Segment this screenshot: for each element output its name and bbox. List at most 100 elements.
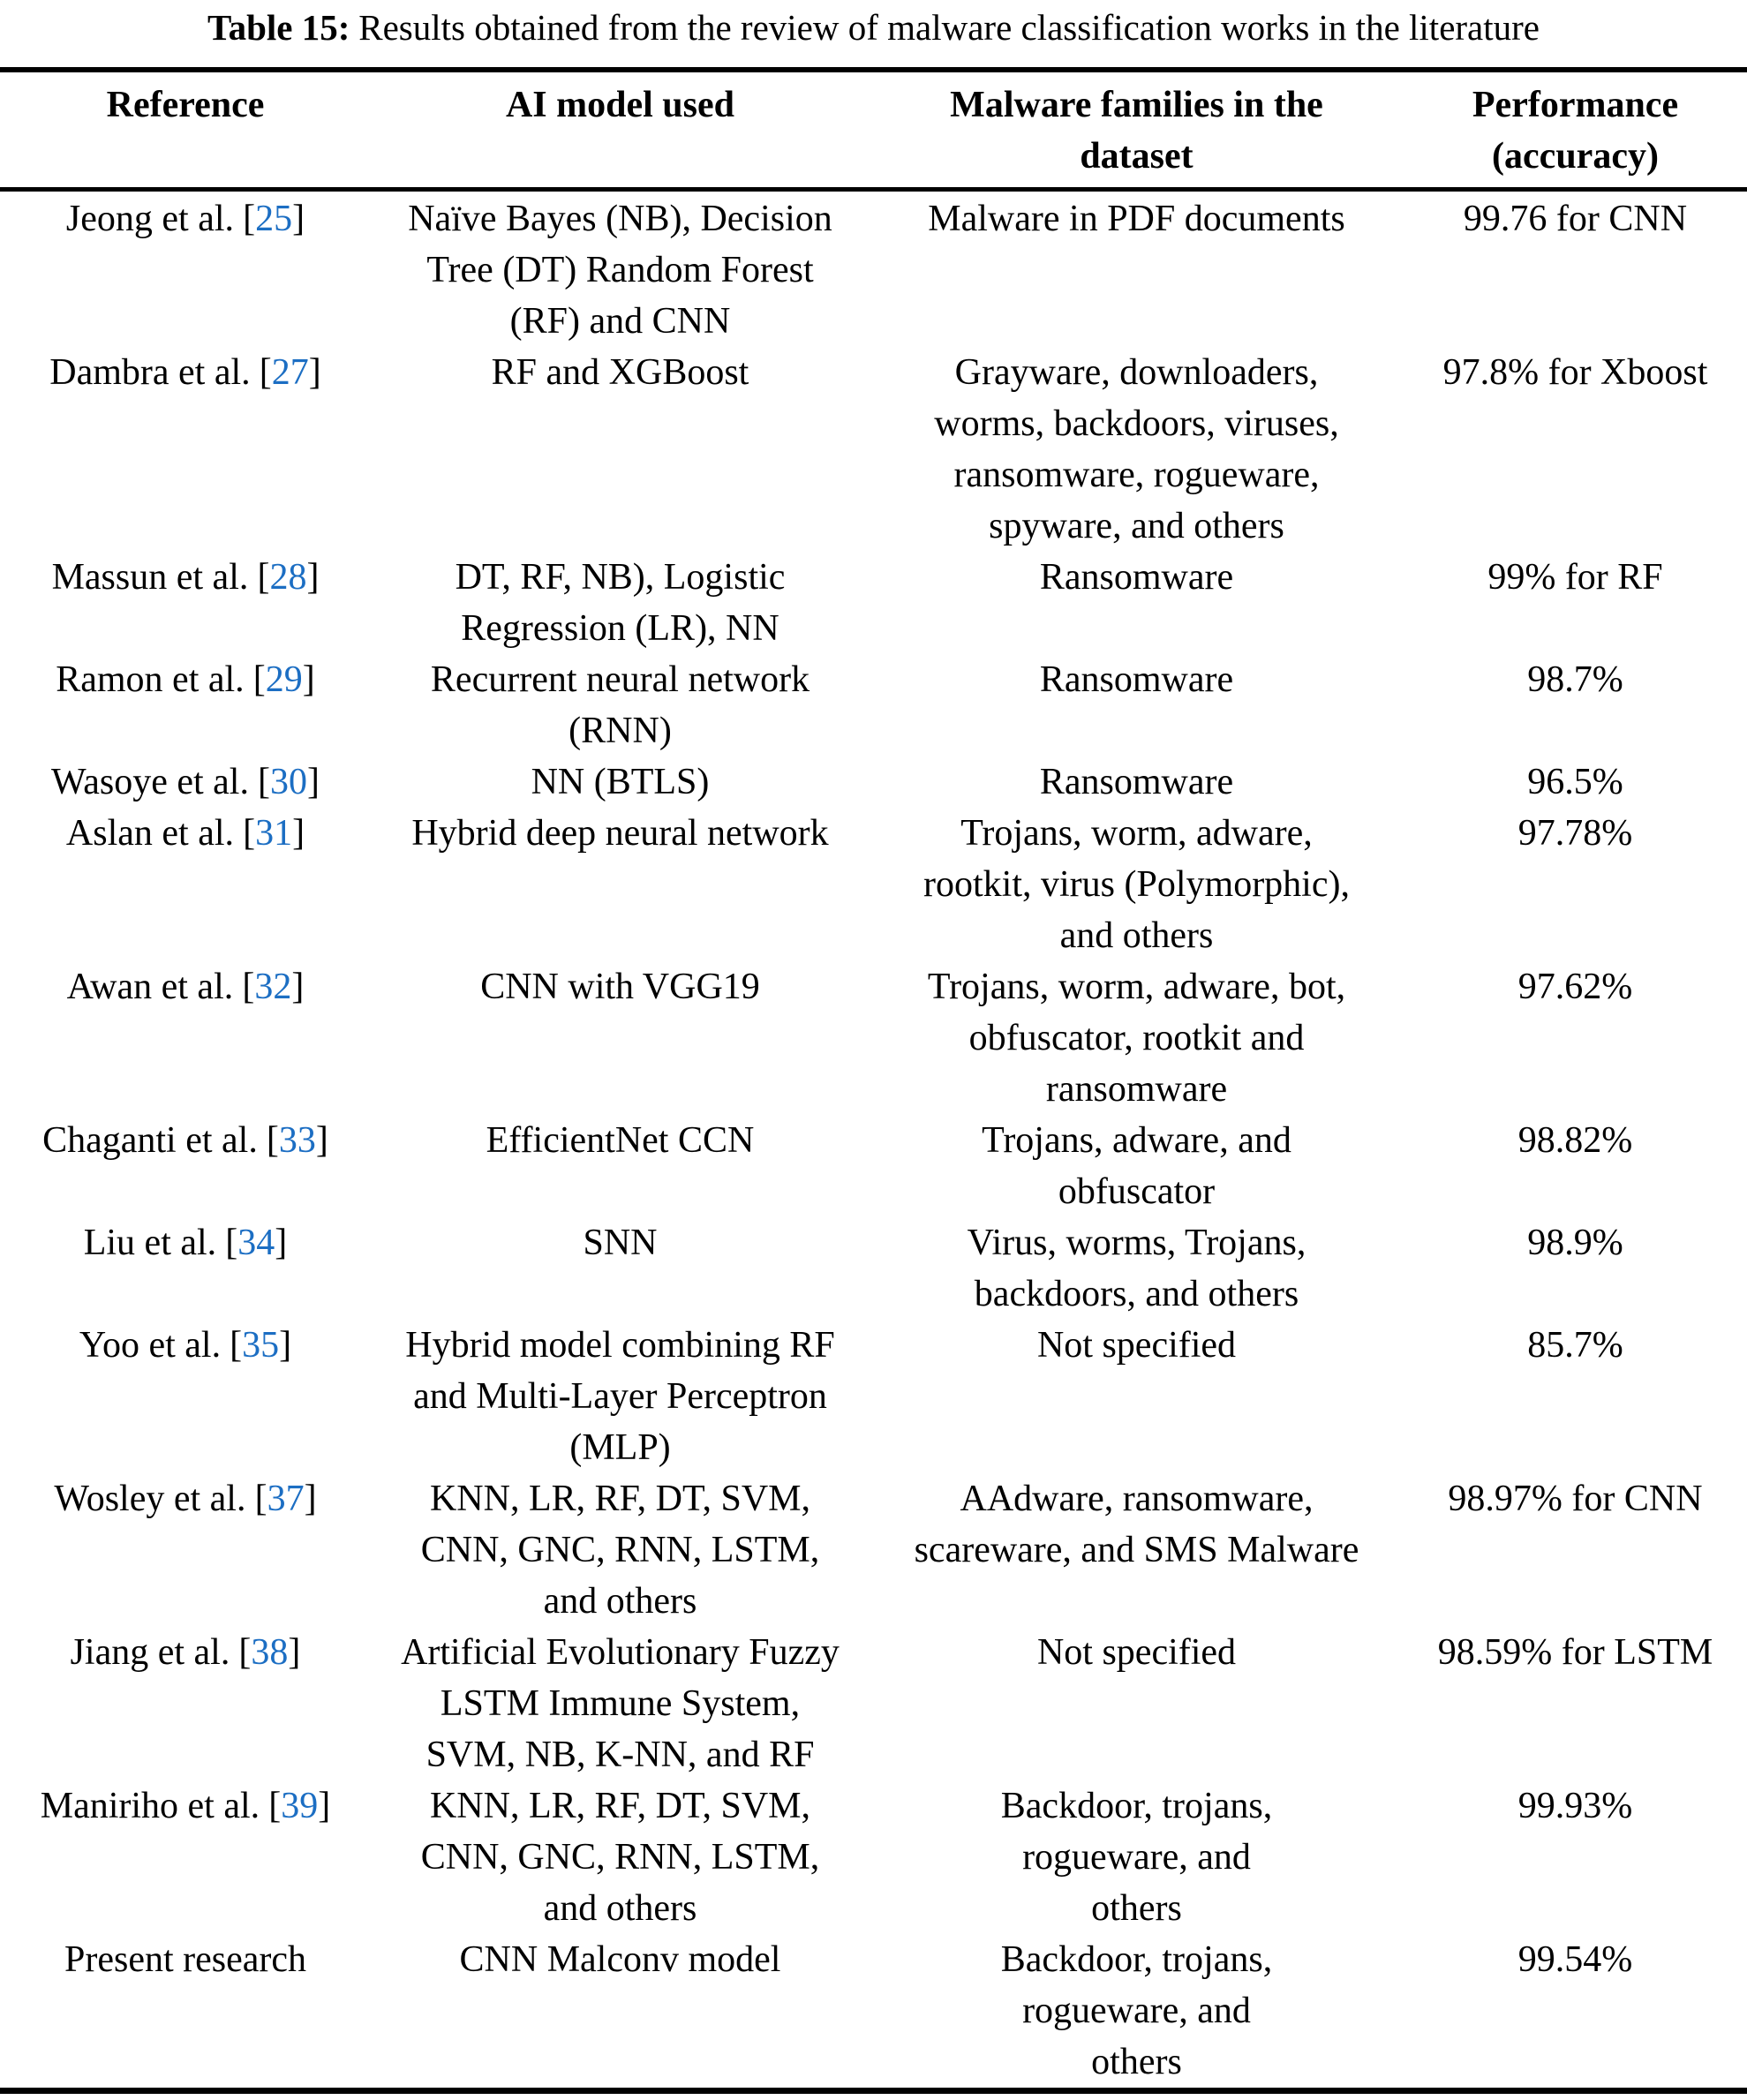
- citation-link[interactable]: 25: [255, 199, 293, 239]
- citation-link[interactable]: 28: [269, 557, 307, 598]
- citation-open-bracket: [: [238, 1632, 252, 1673]
- performance-cell: 99.93%: [1517, 1786, 1633, 1826]
- malware-families-cell: Trojans, adware, and obfuscator: [982, 1120, 1291, 1212]
- ai-model-cell: Artificial Evolutionary Fuzzy LSTM Immun…: [401, 1632, 840, 1775]
- citation-link[interactable]: 37: [267, 1479, 305, 1519]
- column-header-malware-families: Malware families in the dataset: [950, 85, 1323, 177]
- ai-model-cell: NN (BTLS): [531, 762, 710, 802]
- citation-close-bracket: ]: [304, 1479, 317, 1519]
- ai-model-cell: KNN, LR, RF, DT, SVM, CNN, GNC, RNN, LST…: [420, 1786, 820, 1929]
- citation-open-bracket: [: [252, 659, 266, 700]
- table-header-row: Reference AI model used Malware families…: [0, 72, 1747, 187]
- table-row: Wosley et al. [37] KNN, LR, RF, DT, SVM, C…: [0, 1473, 1747, 1627]
- citation-link[interactable]: 27: [271, 352, 309, 393]
- citation-open-bracket: [: [259, 352, 272, 393]
- table-body: Jeong et al. [25] Naïve Bayes (NB), Decisi…: [0, 192, 1747, 2088]
- citation-open-bracket: [: [242, 967, 255, 1007]
- malware-families-cell: Not specified: [1036, 1325, 1237, 1366]
- table-row: Aslan et al. [31] Hybrid deep neural netwo…: [0, 808, 1747, 961]
- malware-families-cell: Trojans, worm, adware, bot, obfuscator, …: [927, 967, 1346, 1110]
- table-row: Chaganti et al. [33] EfficientNet CCN Troja…: [0, 1115, 1747, 1217]
- citation-open-bracket: [: [230, 1325, 243, 1366]
- citation-link[interactable]: 31: [255, 813, 293, 854]
- malware-families-cell: Grayware, downloaders, worms, backdoors,…: [934, 352, 1339, 546]
- reference-cell: Ramon et al. [29]: [0, 654, 371, 756]
- citation-link[interactable]: 35: [242, 1325, 280, 1366]
- ai-model-cell: Hybrid model combining RF and Multi-Laye…: [405, 1325, 835, 1468]
- citation-close-bracket: ]: [288, 1632, 301, 1673]
- malware-families-cell: Virus, worms, Trojans, backdoors, and ot…: [967, 1223, 1306, 1314]
- citation-link[interactable]: 34: [237, 1223, 275, 1263]
- citation-link[interactable]: 39: [281, 1786, 319, 1826]
- citation-open-bracket: [: [268, 1786, 282, 1826]
- performance-cell: 98.7%: [1527, 659, 1623, 700]
- citation-open-bracket: [: [257, 557, 270, 598]
- performance-cell: 97.8% for Xboost: [1442, 352, 1708, 393]
- table-row: Awan et al. [32] CNN with VGG19 Trojans, wo…: [0, 961, 1747, 1115]
- table-caption-label: Table 15:: [207, 7, 350, 48]
- citation-link[interactable]: 33: [278, 1120, 316, 1161]
- performance-cell: 98.97% for CNN: [1448, 1479, 1703, 1519]
- performance-cell: 85.7%: [1527, 1325, 1623, 1366]
- table-row: Jiang et al. [38] Artificial Evolutionary …: [0, 1627, 1747, 1780]
- table-row: Liu et al. [34] SNN Virus, worms, Trojans, …: [0, 1217, 1747, 1320]
- ai-model-cell: Recurrent neural network (RNN): [430, 659, 810, 751]
- ai-model-cell: EfficientNet CCN: [486, 1120, 755, 1161]
- ai-model-cell: CNN with VGG19: [480, 967, 760, 1007]
- citation-link[interactable]: 32: [254, 967, 292, 1007]
- malware-families-cell: Ransomware: [1039, 557, 1234, 598]
- table-row: Yoo et al. [35] Hybrid model combining RF …: [0, 1320, 1747, 1473]
- citation-close-bracket: ]: [291, 967, 305, 1007]
- malware-families-cell: Malware in PDF documents: [928, 199, 1345, 239]
- malware-families-cell: Ransomware: [1039, 659, 1234, 700]
- malware-families-cell: Not specified: [1036, 1632, 1237, 1673]
- performance-cell: 99.76 for CNN: [1463, 199, 1688, 239]
- reference-cell: Liu et al. [34]: [0, 1217, 371, 1320]
- reference-author: Jiang et al.: [70, 1632, 230, 1673]
- performance-cell: 98.59% for LSTM: [1437, 1632, 1713, 1673]
- performance-cell: 98.9%: [1527, 1223, 1623, 1263]
- ai-model-cell: KNN, LR, RF, DT, SVM, CNN, GNC, RNN, LST…: [420, 1479, 820, 1622]
- citation-close-bracket: ]: [318, 1786, 331, 1826]
- citation-open-bracket: [: [266, 1120, 279, 1161]
- ai-model-cell: Hybrid deep neural network: [411, 813, 829, 854]
- reference-cell: Dambra et al. [27]: [0, 347, 371, 552]
- citation-link[interactable]: 29: [265, 659, 303, 700]
- reference-author: Wosley et al.: [54, 1479, 246, 1519]
- reference-cell: Massun et al. [28]: [0, 552, 371, 654]
- top-rule: [0, 67, 1747, 72]
- ai-model-cell: Naïve Bayes (NB), Decision Tree (DT) Ran…: [408, 199, 832, 342]
- performance-cell: 98.82%: [1517, 1120, 1633, 1161]
- citation-link[interactable]: 30: [270, 762, 308, 802]
- column-header-performance: Performance (accuracy): [1472, 85, 1679, 177]
- ai-model-cell: DT, RF, NB), Logistic Regression (LR), N…: [455, 557, 786, 649]
- reference-cell: Aslan et al. [31]: [0, 808, 371, 961]
- malware-families-cell: AAdware, ransomware, scareware, and SMS …: [914, 1479, 1359, 1570]
- malware-families-cell: Trojans, worm, adware, rootkit, virus (P…: [923, 813, 1350, 956]
- column-header-reference: Reference: [106, 85, 265, 125]
- reference-cell: Jiang et al. [38]: [0, 1627, 371, 1780]
- reference-cell: Wasoye et al. [30]: [0, 756, 371, 808]
- reference-cell: Awan et al. [32]: [0, 961, 371, 1115]
- reference-author: Liu et al.: [83, 1223, 217, 1263]
- citation-open-bracket: [: [243, 813, 256, 854]
- citation-close-bracket: ]: [275, 1223, 288, 1263]
- malware-families-cell: Backdoor, trojans, rogueware, and others: [1000, 1939, 1273, 2082]
- reference-author: Maniriho et al.: [40, 1786, 260, 1826]
- reference-author: Ramon et al.: [56, 659, 245, 700]
- citation-open-bracket: [: [254, 1479, 267, 1519]
- reference-author: Dambra et al.: [49, 352, 251, 393]
- reference-cell: Yoo et al. [35]: [0, 1320, 371, 1473]
- citation-link[interactable]: 38: [251, 1632, 289, 1673]
- column-header-ai-model: AI model used: [505, 85, 735, 125]
- ai-model-cell: RF and XGBoost: [491, 352, 749, 393]
- reference-cell: Wosley et al. [37]: [0, 1473, 371, 1627]
- reference-author: Awan et al.: [66, 967, 234, 1007]
- table-row: Dambra et al. [27] RF and XGBoost Grayware,…: [0, 347, 1747, 552]
- performance-cell: 97.62%: [1517, 967, 1633, 1007]
- ai-model-cell: CNN Malconv model: [459, 1939, 781, 1980]
- table-row: Massun et al. [28] DT, RF, NB), Logistic R…: [0, 552, 1747, 654]
- reference-author: Jeong et al.: [65, 199, 235, 239]
- table-caption: Table 15: Results obtained from the revie…: [0, 5, 1747, 49]
